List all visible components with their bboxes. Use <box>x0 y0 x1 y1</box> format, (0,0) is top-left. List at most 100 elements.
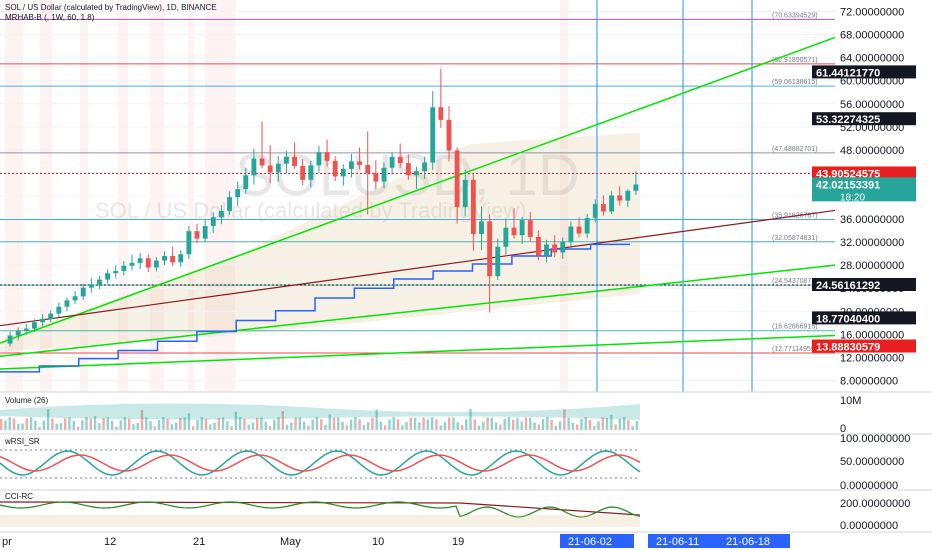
candle-body-68 <box>560 241 566 253</box>
candle-body-38 <box>316 152 322 166</box>
indicator-legend[interactable]: MRHAB-B (, 1W, 60, 1.8) <box>5 13 95 22</box>
volume-bar-90 <box>384 425 387 430</box>
volume-bar-43 <box>183 417 186 430</box>
candle-body-24 <box>202 225 208 239</box>
candle-body-65 <box>535 236 541 256</box>
candle-body-36 <box>300 166 306 180</box>
cci-tick-0: 200.00000000 <box>840 498 910 510</box>
volume-tick-1: 0 <box>840 423 846 435</box>
volume-bar-104 <box>443 421 447 430</box>
candle-body-33 <box>275 163 281 173</box>
volume-bar-73 <box>311 419 314 430</box>
cci-tick-1: 0.00000000 <box>840 520 898 532</box>
level-label-1: (62.91890571) <box>772 57 818 64</box>
volume-bar-105 <box>448 417 451 430</box>
candle-body-43 <box>357 161 363 165</box>
volume-bar-11 <box>46 409 50 430</box>
wrsi-pane-title[interactable]: wRSI_SR <box>5 437 40 446</box>
volume-bar-95 <box>405 421 408 430</box>
level-label-2: (59.06138615) <box>772 79 818 86</box>
x-tick-label-1: 12 <box>104 536 116 548</box>
candle-body-69 <box>568 226 574 242</box>
y-tick-label-16: 8.00000000 <box>840 375 898 387</box>
symbol-legend[interactable]: SOL / US Dollar (calculated by TradingVi… <box>5 3 217 12</box>
volume-bar-23 <box>98 423 101 430</box>
x-tick-label-0: pr <box>2 536 12 548</box>
volume-bar-0 <box>0 419 3 430</box>
y-tick-label-3: 60.00000000 <box>840 76 904 88</box>
candle-body-16 <box>137 258 143 263</box>
wrsi-line <box>0 450 641 476</box>
volume-bar-2 <box>8 417 11 430</box>
volume-bar-46 <box>196 419 199 430</box>
volume-pane-title[interactable]: Volume (26) <box>5 396 49 405</box>
price-tag-bg-6 <box>812 339 916 353</box>
volume-bar-78 <box>332 417 336 430</box>
candle-body-35 <box>292 156 297 167</box>
volume-bar-111 <box>473 419 476 430</box>
volume-bar-39 <box>166 418 169 430</box>
x-highlight-bg-2 <box>718 534 790 548</box>
volume-bar-91 <box>388 419 391 430</box>
candle-body-66 <box>544 244 549 256</box>
candle-body-37 <box>308 165 314 180</box>
x-tick-label-2: 21 <box>193 536 205 548</box>
volume-bar-19 <box>81 420 84 430</box>
volume-bar-64 <box>273 419 276 430</box>
volume-bar-143 <box>610 414 613 430</box>
volume-bar-41 <box>174 422 178 430</box>
volume-bar-119 <box>507 417 511 430</box>
volume-bar-109 <box>465 419 468 430</box>
cci-line <box>0 501 641 518</box>
candle-body-52 <box>430 107 436 163</box>
volume-bar-44 <box>187 413 191 430</box>
volume-bar-32 <box>136 423 139 430</box>
volume-bar-75 <box>320 419 323 430</box>
volume-bar-16 <box>68 417 71 430</box>
candle-body-62 <box>511 227 517 236</box>
volume-bar-58 <box>247 424 250 430</box>
volume-bar-13 <box>55 423 58 430</box>
volume-bar-55 <box>234 411 238 430</box>
volume-bar-24 <box>102 418 105 430</box>
candle-body-21 <box>178 254 184 263</box>
candle-body-50 <box>414 171 419 176</box>
volume-bar-62 <box>264 421 267 430</box>
y-tick-label-6: 48.00000000 <box>840 145 904 157</box>
volume-bar-1 <box>4 420 7 430</box>
candle-body-40 <box>332 160 338 177</box>
x-tick-label-5: 19 <box>452 536 464 548</box>
candle-body-59 <box>487 221 493 277</box>
level-label-6: (24.54370873) <box>772 278 818 285</box>
volume-bar-131 <box>558 421 562 430</box>
volume-bar-138 <box>588 419 592 430</box>
x-tick-label-3: May <box>280 536 301 548</box>
volume-bar-139 <box>593 426 596 430</box>
volume-bar-40 <box>170 424 174 430</box>
volume-bar-42 <box>179 417 182 430</box>
price-tag-label-5: 18.77040400 <box>816 313 880 325</box>
volume-bar-137 <box>584 417 587 430</box>
volume-bar-70 <box>298 417 302 430</box>
volume-bar-66 <box>281 411 284 430</box>
volume-bar-15 <box>64 418 67 430</box>
volume-bar-100 <box>426 419 430 430</box>
volume-bar-125 <box>533 422 536 430</box>
candle-body-29 <box>243 175 249 190</box>
candle-body-53 <box>438 107 444 120</box>
candle-body-64 <box>527 220 533 237</box>
y-tick-label-11: 28.00000000 <box>840 260 904 272</box>
volume-bar-141 <box>601 417 604 430</box>
candle-body-41 <box>340 168 346 177</box>
candle-body-46 <box>381 167 387 182</box>
volume-bar-108 <box>460 424 464 430</box>
candle-body-61 <box>503 227 509 247</box>
wrsi-tick-2: 0.00000000 <box>840 480 898 492</box>
price-tag-bg-4 <box>812 277 916 291</box>
candle-body-18 <box>153 260 159 268</box>
cci-pane-title[interactable]: CCI-RC <box>5 492 33 501</box>
candle-body-20 <box>170 255 176 263</box>
candle-body-77 <box>633 184 639 191</box>
price-tag-bg-2 <box>812 166 916 180</box>
